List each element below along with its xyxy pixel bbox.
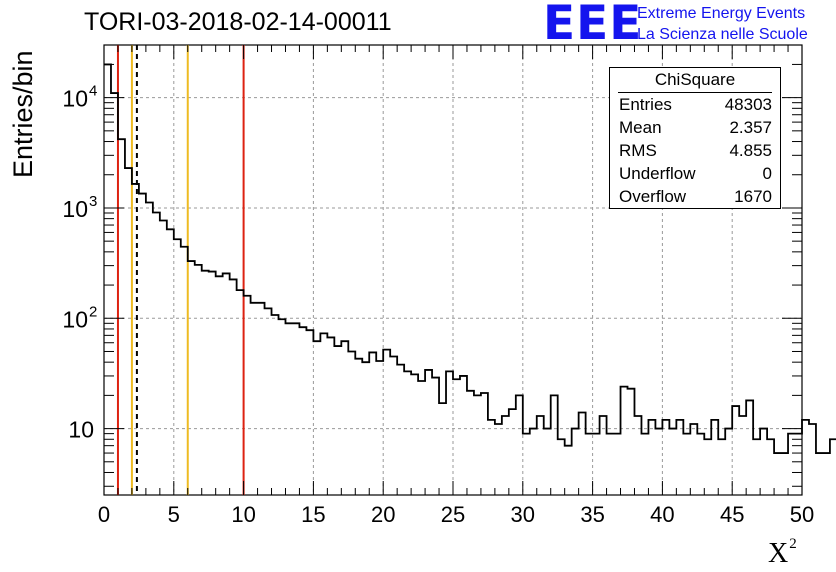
logo-line-2: La Scienza nelle Scuole [637,26,808,43]
x-tick-label: 45 [720,502,744,527]
x-axis-label-symbol: X [768,538,789,569]
histogram [104,63,836,454]
x-tick-label: 40 [650,502,674,527]
stats-value: 1670 [734,187,772,206]
x-tick-label: 25 [441,502,465,527]
x-tick-label: 5 [168,502,180,527]
stats-row: RMS 4.855 [619,139,772,162]
y-tick-exponent: 4 [89,83,97,100]
reference-lines [116,45,245,495]
stats-value: 48303 [724,95,772,114]
logo-line-1: Extreme Energy Events [637,5,806,22]
y-tick-label: 10 [62,306,88,332]
y-tick-label: 10 [62,196,88,222]
stats-value: 0 [762,164,772,183]
stats-key: Entries [619,95,672,114]
y-axis-label: Entries/bin [8,50,38,178]
stats-key: Mean [619,118,662,137]
y-tick-exponent: 3 [89,193,97,210]
stats-title: ChiSquare [618,70,772,93]
histogram-line [104,63,836,454]
y-tick-exponent: 2 [89,303,97,320]
stats-row: Mean 2.357 [619,116,772,139]
stats-key: Underflow [619,164,696,183]
x-tick-label: 30 [511,502,535,527]
x-tick-label: 35 [580,502,604,527]
stats-row: Underflow 0 [619,162,772,185]
stats-value: 2.357 [729,118,772,137]
stats-row: Entries 48303 [619,93,772,116]
stats-key: RMS [619,141,657,160]
stats-row: Overflow 1670 [619,185,772,208]
y-tick-label: 10 [62,86,88,112]
stats-box: ChiSquare Entries 48303 Mean 2.357 RMS 4.85… [609,67,781,209]
y-tick-label: 10 [68,417,94,443]
x-tick-label: 15 [301,502,325,527]
x-axis-label-exponent: 2 [789,536,797,552]
x-axis-label: X2 [768,536,797,570]
eee-logo: EEE [543,0,643,51]
stats-value: 4.855 [729,141,772,160]
chart-title: TORI-03-2018-02-14-00011 [84,8,392,36]
x-tick-label: 10 [231,502,255,527]
stats-key: Overflow [619,187,687,206]
x-tick-label: 20 [371,502,395,527]
x-tick-label: 50 [790,502,814,527]
x-tick-label: 0 [98,502,110,527]
